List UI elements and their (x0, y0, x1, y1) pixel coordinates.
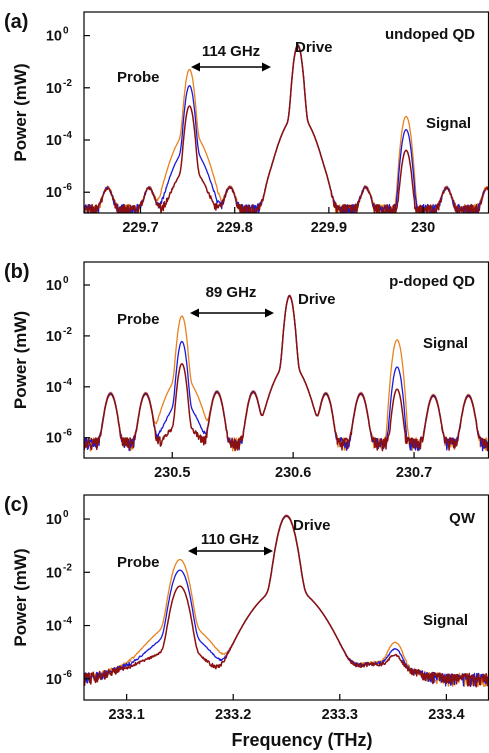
y-tick-exponent: -2 (63, 562, 72, 573)
sample-label: QW (449, 510, 476, 527)
y-tick-exponent: -6 (63, 182, 72, 193)
y-tick-label: 10 (46, 565, 62, 581)
x-tick-label: 233.1 (108, 707, 144, 723)
series-line-3 (84, 515, 489, 688)
x-tick-label: 229.7 (122, 220, 158, 236)
sample-label: undoped QD (385, 26, 475, 43)
y-tick-exponent: 0 (63, 509, 69, 520)
probe-label: Probe (117, 554, 160, 571)
x-tick-label: 230.5 (154, 465, 190, 481)
spacing-arrow (188, 546, 273, 556)
series-line-3 (84, 45, 489, 213)
y-axis-label: Power (mW) (11, 548, 30, 646)
y-tick-exponent: -4 (63, 130, 72, 141)
drive-label: Drive (295, 39, 333, 56)
y-tick-exponent: -2 (63, 78, 72, 89)
x-tick-label: 229.8 (217, 220, 253, 236)
y-tick-label: 10 (46, 619, 62, 635)
y-axis-label: Power (mW) (11, 63, 30, 161)
panel-label: (c) (4, 494, 28, 516)
y-tick-exponent: -4 (63, 377, 72, 388)
spacing-label: 114 GHz (202, 43, 260, 60)
spacing-arrow (191, 62, 271, 72)
x-tick-label: 233.2 (215, 707, 251, 723)
y-tick-label: 10 (46, 278, 62, 294)
y-tick-exponent: -4 (63, 616, 72, 627)
y-axis-label: Power (mW) (11, 311, 30, 409)
spacing-arrow (190, 308, 274, 318)
y-tick-exponent: 0 (63, 275, 69, 286)
y-tick-exponent: 0 (63, 26, 69, 37)
x-tick-label: 233.4 (428, 707, 464, 723)
x-tick-label: 233.3 (322, 707, 358, 723)
panel-label: (b) (4, 261, 30, 283)
probe-label: Probe (117, 69, 160, 86)
y-tick-label: 10 (46, 81, 62, 97)
spacing-label: 110 GHz (201, 531, 259, 548)
signal-label: Signal (423, 612, 468, 629)
x-tick-label: 229.9 (311, 220, 347, 236)
axes-frame (83, 261, 489, 459)
signal-label: Signal (423, 335, 468, 352)
spacing-label: 89 GHz (206, 284, 257, 301)
y-tick-label: 10 (46, 512, 62, 528)
drive-label: Drive (298, 291, 336, 308)
y-tick-label: 10 (46, 380, 62, 396)
probe-label: Probe (117, 311, 160, 328)
panel-label: (a) (4, 11, 28, 33)
y-tick-label: 10 (46, 133, 62, 149)
y-tick-label: 10 (46, 185, 62, 201)
y-tick-label: 10 (46, 431, 62, 447)
y-tick-label: 10 (46, 329, 62, 345)
signal-label: Signal (426, 115, 471, 132)
y-tick-exponent: -6 (63, 428, 72, 439)
x-tick-label: 230.6 (275, 465, 311, 481)
drive-label: Drive (293, 517, 331, 534)
sample-label: p-doped QD (389, 273, 475, 290)
x-tick-label: 230.7 (396, 465, 432, 481)
axes-frame (83, 494, 489, 701)
y-tick-exponent: -2 (63, 326, 72, 337)
y-tick-label: 10 (46, 29, 62, 45)
x-tick-label: 230 (411, 220, 435, 236)
series-line-3 (84, 295, 489, 452)
y-tick-exponent: -6 (63, 669, 72, 680)
x-axis-label: Frequency (THz) (231, 730, 372, 750)
y-tick-label: 10 (46, 672, 62, 688)
